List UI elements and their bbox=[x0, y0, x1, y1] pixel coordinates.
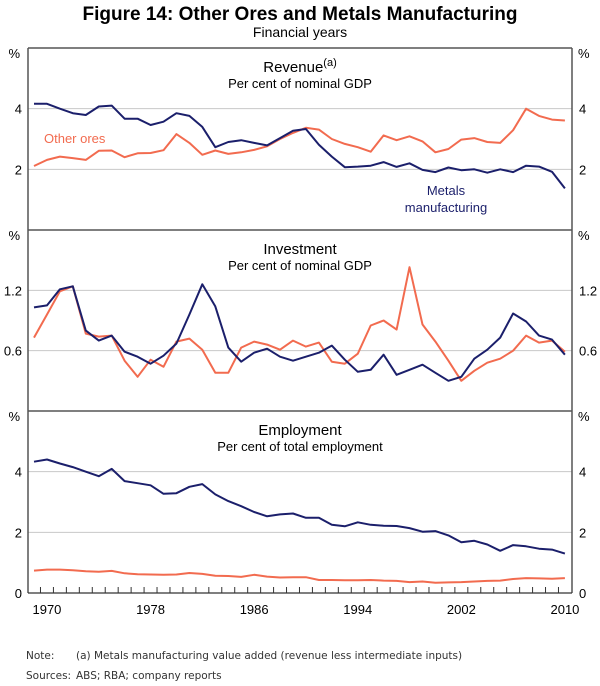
panel-revenue: 2 2 4 4% % Revenue(a)Per cent of nominal GDP O… bbox=[8, 46, 590, 215]
panel-title: Investment bbox=[263, 241, 337, 258]
series-line-other-ores bbox=[33, 568, 565, 584]
y-unit-label-left: % bbox=[8, 228, 20, 243]
series-line-metals-manufacturing bbox=[34, 102, 566, 190]
panel-subtitle: Per cent of nominal GDP bbox=[228, 76, 372, 91]
note-text: (a) Metals manufacturing value added (re… bbox=[76, 650, 462, 662]
y-tick-label-right: 4 bbox=[579, 465, 586, 480]
y-unit-label-right: % bbox=[578, 409, 590, 424]
series-label-other-ores: Other ores bbox=[44, 131, 106, 146]
figure-subtitle: Financial years bbox=[253, 24, 347, 40]
panel-subtitle: Per cent of nominal GDP bbox=[228, 258, 372, 273]
sources-text: ABS; RBA; company reports bbox=[76, 670, 222, 682]
series-line-other-ores bbox=[33, 266, 566, 382]
series-line-other-ores bbox=[33, 107, 565, 167]
panel-title: Employment bbox=[258, 422, 342, 439]
y-tick-label-right: 2 bbox=[579, 525, 586, 540]
y-unit-label-left: % bbox=[8, 409, 20, 424]
y-tick-label-right: 2 bbox=[579, 162, 586, 177]
sources-label: Sources: bbox=[26, 670, 71, 682]
y-tick-label-left: 2 bbox=[15, 525, 22, 540]
y-tick-label-left: 2 bbox=[15, 162, 22, 177]
y-tick-label-left: 0.6 bbox=[4, 344, 22, 359]
y-tick-label-right: 4 bbox=[579, 102, 586, 117]
figure-title: Figure 14: Other Ores and Metals Manufac… bbox=[83, 4, 518, 25]
y-tick-label-left: 0 bbox=[15, 586, 22, 601]
panel-subtitle: Per cent of total employment bbox=[217, 439, 383, 454]
x-tick-label: 1970 bbox=[32, 602, 61, 617]
x-tick-label: 1994 bbox=[343, 602, 372, 617]
y-unit-label-left: % bbox=[8, 46, 20, 61]
y-tick-label-right: 1.2 bbox=[579, 283, 597, 298]
x-tick-label: 2002 bbox=[447, 602, 476, 617]
y-tick-label-left: 4 bbox=[15, 102, 22, 117]
x-tick-label: 2010 bbox=[550, 602, 579, 617]
series-line-metals-manufacturing bbox=[33, 283, 566, 382]
panel-title: Revenue(a) bbox=[263, 57, 337, 76]
y-unit-label-right: % bbox=[578, 46, 590, 61]
y-tick-label-left: 1.2 bbox=[4, 283, 22, 298]
x-tick-label: 1978 bbox=[136, 602, 165, 617]
x-tick-label: 1986 bbox=[240, 602, 269, 617]
y-tick-label-left: 4 bbox=[15, 465, 22, 480]
series-line-metals-manufacturing bbox=[33, 458, 566, 555]
series-label-metals-line2: manufacturing bbox=[405, 200, 487, 215]
y-tick-label-right: 0.6 bbox=[579, 344, 597, 359]
panel-title-superscript: (a) bbox=[323, 57, 336, 69]
series-label-metals-line1: Metals bbox=[427, 183, 466, 198]
y-unit-label-right: % bbox=[578, 228, 590, 243]
y-tick-label-right: 0 bbox=[579, 586, 586, 601]
note-label: Note: bbox=[26, 650, 54, 662]
